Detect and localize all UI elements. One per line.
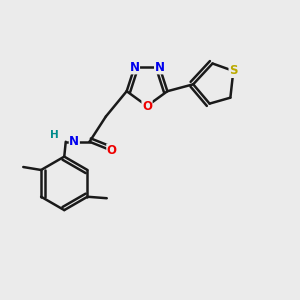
Text: N: N [69,135,79,148]
Text: O: O [142,100,152,112]
Text: N: N [154,61,165,74]
Text: O: O [107,144,117,157]
Text: N: N [129,61,140,74]
Text: S: S [229,64,238,77]
Text: H: H [50,130,59,140]
